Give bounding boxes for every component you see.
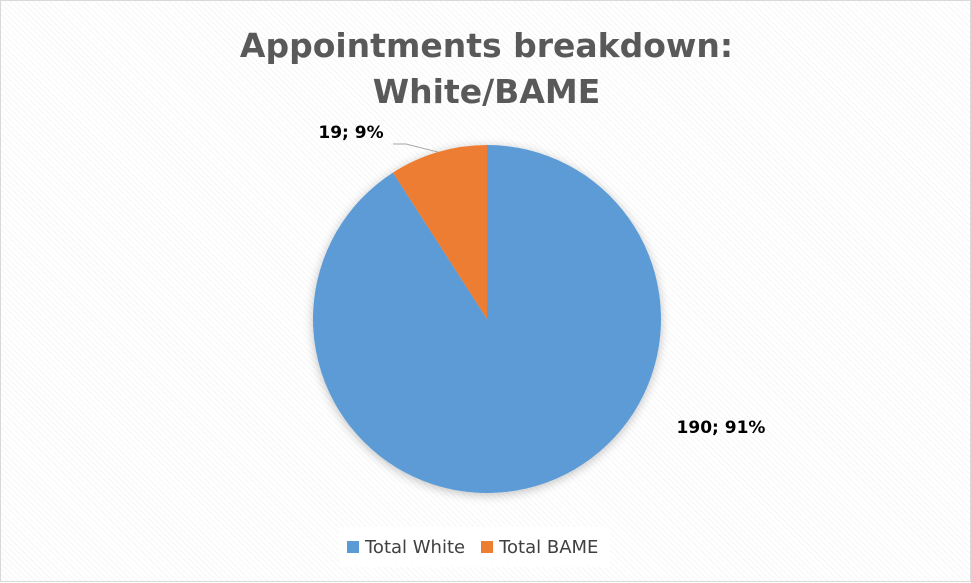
legend-item-total-bame: Total BAME — [481, 537, 598, 558]
data-label-total-white: 190; 91% — [677, 418, 766, 438]
pie-slice-total-bame — [392, 145, 487, 319]
legend-swatch-white — [347, 541, 359, 553]
data-label-total-bame: 19; 9% — [318, 123, 383, 143]
chart-title-line-2: White/BAME — [372, 72, 601, 111]
legend-label-total-white: Total White — [365, 536, 466, 558]
legend-label-total-bame: Total BAME — [499, 536, 599, 558]
legend-item-total-white: Total White — [347, 537, 465, 558]
chart-title: Appointments breakdown: White/BAME — [1, 23, 971, 115]
chart-legend: Total White Total BAME — [339, 527, 611, 567]
leader-line-total-bame — [392, 143, 439, 153]
legend-swatch-bame — [481, 541, 494, 553]
chart-title-line-1: Appointments breakdown: — [239, 26, 734, 65]
